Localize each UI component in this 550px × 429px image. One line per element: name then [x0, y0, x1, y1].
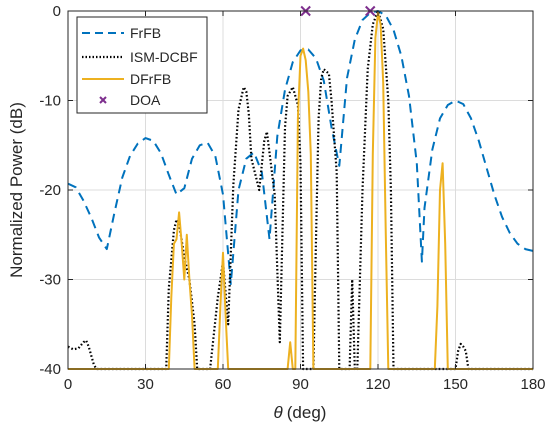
legend-swatch-doa — [99, 96, 107, 104]
legend: FrFB ISM-DCBF DFrFB DOA — [76, 16, 208, 114]
ticks: 0 30 60 90 120 150 180 0 -10 -20 -30 -40 — [39, 3, 545, 393]
x-tick-label: 120 — [365, 376, 390, 393]
y-axis-label: Normalized Power (dB) — [7, 102, 26, 278]
legend-label-dfrfb: DFrFB — [130, 71, 171, 87]
y-tick-label: -10 — [39, 93, 61, 110]
x-axis-symbol: θ — [274, 403, 284, 422]
x-axis-unit: (deg) — [287, 403, 327, 422]
x-tick-label: 30 — [137, 376, 154, 393]
x-tick-label: 90 — [292, 376, 309, 393]
legend-label-frfb: FrFB — [130, 25, 161, 41]
series-line-dfrfb — [68, 11, 533, 370]
y-tick-label: -30 — [39, 272, 61, 289]
legend-label-doa: DOA — [130, 92, 161, 108]
x-tick-label: 180 — [520, 376, 545, 393]
y-tick-label: 0 — [53, 3, 61, 20]
x-tick-label: 0 — [64, 376, 72, 393]
y-tick-label: -40 — [39, 361, 61, 378]
x-tick-label: 150 — [443, 376, 468, 393]
series-line-frfb — [68, 10, 534, 285]
x-axis-label: θ (deg) — [274, 403, 327, 422]
x-tick-label: 60 — [215, 376, 232, 393]
legend-label-ism-dcbf: ISM-DCBF — [130, 49, 198, 65]
y-tick-label: -20 — [39, 182, 61, 199]
series-layer — [68, 9, 534, 371]
